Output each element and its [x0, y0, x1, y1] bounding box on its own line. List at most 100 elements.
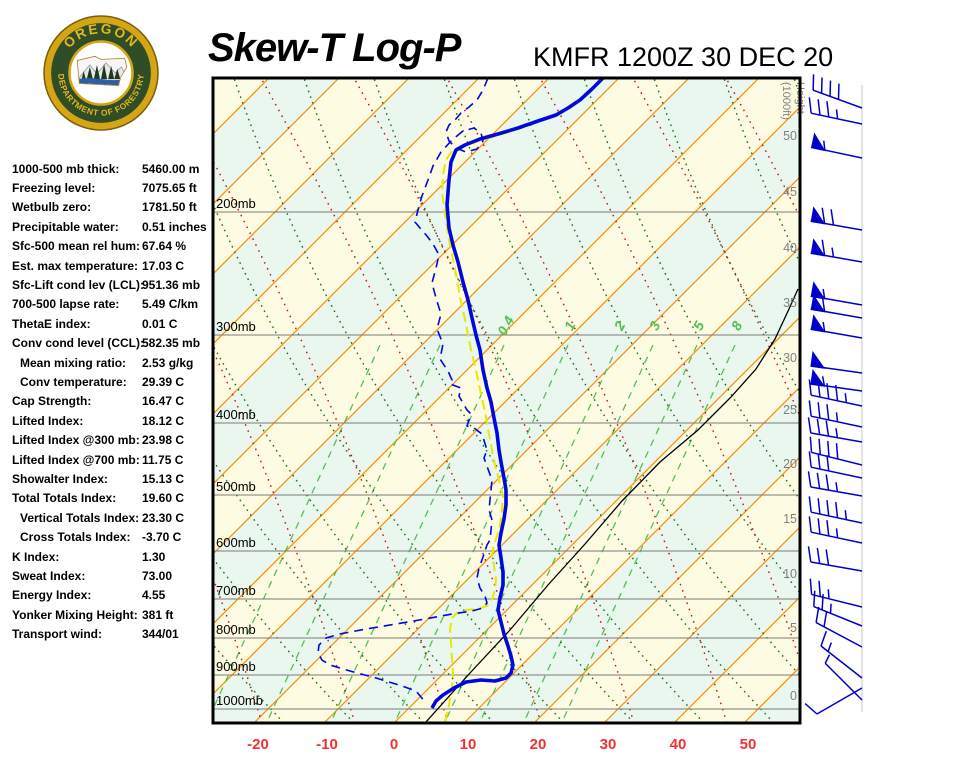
pressure-label: 300mb — [216, 319, 256, 334]
stat-row: K Index: 1.30 — [12, 547, 212, 566]
temp-tick-label: 50 — [740, 736, 757, 753]
stat-row: Conv temperature: 29.39 C — [12, 372, 212, 391]
wind-barb — [808, 451, 863, 479]
stat-row: Sweat Index: 73.00 — [12, 566, 212, 585]
stat-value: 951.36 mb — [142, 278, 201, 293]
stat-value: 1.30 — [142, 549, 166, 564]
logo-water — [77, 78, 127, 86]
wind-barb — [809, 436, 863, 466]
stat-label: Lifted Index: — [12, 413, 84, 428]
stat-value: 5460.00 m — [142, 161, 200, 176]
stat-label: Cross Totals Index: — [20, 530, 131, 545]
height-tick-label: 35 — [783, 296, 797, 310]
moist-adiabats — [213, 78, 800, 723]
wind-barb — [810, 132, 863, 159]
stat-label: Mean mixing ratio: — [20, 355, 127, 370]
stat-value: 7075.65 ft — [142, 181, 197, 196]
stat-label: Wetbulb zero: — [12, 200, 92, 215]
reference-line — [424, 288, 799, 723]
stat-row: Precipitable water: 0.51 inches — [12, 217, 212, 236]
stat-row: Transport wind: 344/01 — [12, 624, 212, 643]
height-tick-label: 20 — [783, 457, 797, 471]
stat-label: Freezing level: — [12, 181, 96, 196]
height-tick-label: 25 — [783, 403, 797, 417]
stat-row: Sfc-Lift cond lev (LCL): 951.36 mb — [12, 275, 212, 294]
stat-label: 700-500 lapse rate: — [12, 297, 120, 312]
pressure-label: 1000mb — [216, 693, 263, 708]
stat-label: Total Totals Index: — [12, 491, 117, 506]
height-tick-label: 10 — [783, 567, 797, 581]
odf-logo: OREGON DEPARTMENT OF FORESTRY — [43, 15, 159, 131]
stat-row: Mean mixing ratio: 2.53 g/kg — [12, 353, 212, 372]
stat-value: 15.13 C — [142, 471, 185, 486]
wind-barb — [824, 654, 863, 701]
stat-row: Wetbulb zero: 1781.50 ft — [12, 198, 212, 217]
stat-value: 17.03 C — [142, 258, 185, 273]
stat-value: 4.55 — [142, 588, 166, 603]
temp-tick-label: 0 — [390, 736, 398, 753]
stat-label: Precipitable water: — [12, 219, 119, 234]
wind-barb — [810, 238, 863, 263]
wind-barb — [813, 590, 863, 627]
pressure-label: 900mb — [216, 659, 256, 674]
temp-tick-label: 10 — [460, 736, 477, 753]
stat-value: 73.00 — [142, 568, 173, 583]
wind-barb — [810, 350, 863, 374]
temp-tick-label: 20 — [530, 736, 547, 753]
height-tick-label: 5 — [790, 621, 797, 635]
height-tick-label: 50 — [783, 129, 797, 143]
height-tick-label: 30 — [783, 351, 797, 365]
stat-row: Vertical Totals Index: 23.30 C — [12, 508, 212, 527]
stat-row: Lifted Index @700 mb: 11.75 C — [12, 450, 212, 469]
stat-label: Conv temperature: — [20, 374, 127, 389]
stat-row: Total Totals Index: 19.60 C — [12, 489, 212, 508]
stat-value: 11.75 C — [142, 452, 184, 467]
stat-row: Cross Totals Index: -3.70 C — [12, 527, 212, 546]
stat-row: Lifted Index @300 mb: 23.98 C — [12, 430, 212, 449]
stat-label: Sweat Index: — [12, 568, 86, 583]
stat-label: Conv cond level (CCL): — [12, 336, 145, 351]
stat-label: ThetaE index: — [12, 316, 91, 331]
temp-tick-label: -10 — [316, 736, 338, 753]
wind-barb — [812, 74, 863, 109]
temp-tick-label: 30 — [600, 736, 617, 753]
stat-label: Vertical Totals Index: — [20, 510, 140, 525]
stat-label: Showalter Index: — [12, 471, 109, 486]
isotherms — [213, 78, 800, 723]
stat-row: Showalter Index: 15.13 C — [12, 469, 212, 488]
stat-row: 700-500 lapse rate: 5.49 C/km — [12, 295, 212, 314]
stat-value: 23.30 C — [142, 510, 185, 525]
pressure-label: 600mb — [216, 535, 256, 550]
pressure-label: 400mb — [216, 407, 256, 422]
temp-tick-label: -20 — [247, 736, 269, 753]
stat-value: 0.01 C — [142, 316, 178, 331]
stat-row: ThetaE index: 0.01 C — [12, 314, 212, 333]
height-tick-label: 40 — [783, 241, 797, 255]
stat-value: 1781.50 ft — [142, 200, 197, 215]
stat-label: Transport wind: — [12, 627, 102, 642]
stat-row: Yonker Mixing Height: 381 ft — [12, 605, 212, 624]
wind-barb — [808, 516, 863, 544]
stat-value: 29.39 C — [142, 374, 185, 389]
height-axis-units: (1000ft) — [780, 82, 792, 120]
stat-row: Est. max temperature: 17.03 C — [12, 256, 212, 275]
wind-barb — [810, 294, 863, 319]
stat-row: Cap Strength: 16.47 C — [12, 392, 212, 411]
stat-value: 16.47 C — [142, 394, 185, 409]
wind-barb — [808, 379, 863, 407]
temperature-trace — [430, 78, 605, 709]
stat-value: 23.98 C — [142, 433, 185, 448]
wind-barb — [808, 400, 863, 428]
plot-area — [213, 78, 800, 723]
stat-value: 381 ft — [142, 607, 174, 622]
station-datetime: KMFR 1200Z 30 DEC 20 — [533, 42, 834, 72]
mixing-ratio-lines — [213, 344, 736, 723]
stat-row: Lifted Index: 18.12 C — [12, 411, 212, 430]
wind-barb — [815, 606, 863, 648]
pressure-labels: 200mb 300mb 400mb 500mb 600mb 700mb 800mb 900mb… — [216, 196, 263, 708]
height-tick-label: 15 — [783, 512, 797, 526]
stat-value: 2.53 g/kg — [142, 355, 194, 370]
wind-barb — [808, 97, 863, 125]
pressure-label: 500mb — [216, 479, 256, 494]
